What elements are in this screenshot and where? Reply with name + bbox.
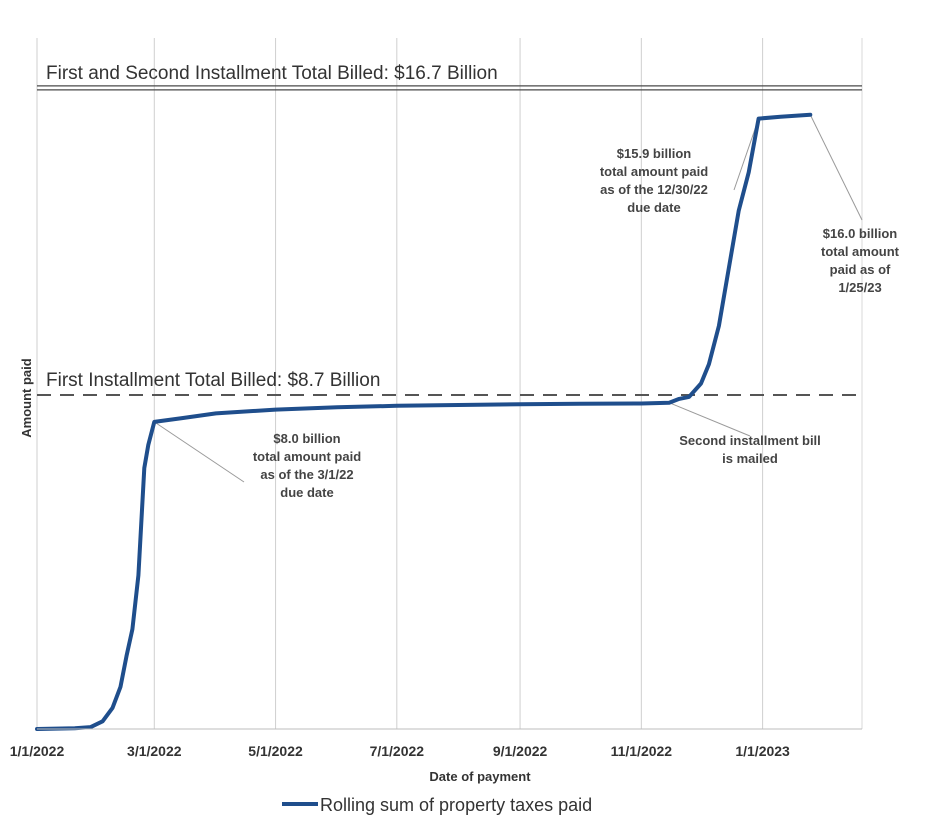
annotation-text: $15.9 billion bbox=[617, 146, 691, 161]
annotation-text: is mailed bbox=[722, 451, 778, 466]
annotation-text: total amount bbox=[821, 244, 900, 259]
annotation-text: Second installment bill bbox=[679, 433, 821, 448]
annotation-text: paid as of bbox=[830, 262, 891, 277]
annotations: $8.0 billion total amount paid as of the 3… bbox=[253, 146, 900, 500]
x-tick-label: 5/1/2022 bbox=[248, 743, 303, 759]
x-tick-label: 3/1/2022 bbox=[127, 743, 182, 759]
annotation-text: due date bbox=[280, 485, 333, 500]
annotation-text: total amount paid bbox=[600, 164, 708, 179]
annotation-text: as of the 12/30/22 bbox=[600, 182, 708, 197]
reference-line-label: First and Second Installment Total Bille… bbox=[46, 63, 498, 84]
series-line bbox=[35, 112, 813, 731]
x-tick-label: 11/1/2022 bbox=[611, 743, 673, 759]
x-tick-label: 7/1/2022 bbox=[370, 743, 425, 759]
annotation-text: due date bbox=[627, 200, 680, 215]
reference-line-label: First Installment Total Billed: $8.7 Bil… bbox=[46, 370, 380, 391]
x-tick-label: 1/1/2023 bbox=[735, 743, 790, 759]
series-layer bbox=[35, 112, 813, 731]
legend-label: Rolling sum of property taxes paid bbox=[320, 795, 592, 815]
annotation-connector bbox=[668, 402, 751, 437]
annotation-text: $16.0 billion bbox=[823, 226, 897, 241]
x-tick-label: 1/1/2022 bbox=[10, 743, 65, 759]
annotation-text: as of the 3/1/22 bbox=[260, 467, 353, 482]
x-tick-label: 9/1/2022 bbox=[493, 743, 548, 759]
gridlines bbox=[36, 38, 863, 729]
annotation-connector bbox=[809, 114, 863, 221]
x-axis: 1/1/2022 3/1/2022 5/1/2022 7/1/2022 9/1/2022… bbox=[10, 728, 862, 759]
annotation-connectors bbox=[154, 114, 863, 483]
y-axis-title: Amount paid bbox=[19, 358, 34, 437]
annotation-connector bbox=[154, 421, 245, 483]
annotation-text: 1/25/23 bbox=[838, 280, 881, 295]
x-axis-title: Date of payment bbox=[429, 769, 531, 784]
reference-lines: First and Second Installment Total Bille… bbox=[37, 63, 862, 397]
annotation-text: $8.0 billion bbox=[273, 431, 340, 446]
annotation-text: total amount paid bbox=[253, 449, 361, 464]
legend: Rolling sum of property taxes paid bbox=[282, 795, 592, 815]
